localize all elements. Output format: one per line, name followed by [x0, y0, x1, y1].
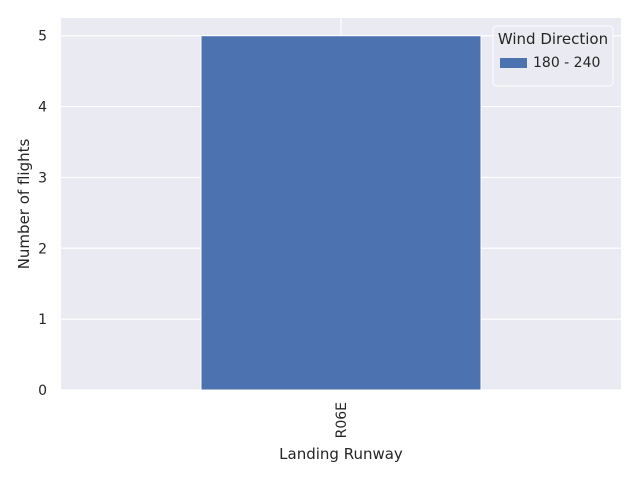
legend-entry-label: 180 - 240 [533, 55, 600, 71]
x-tick-label: R06E [334, 402, 350, 438]
legend-swatch [500, 58, 527, 68]
bars [200, 35, 482, 391]
y-axis-label: Number of flights [15, 139, 33, 270]
y-tick-label: 3 [38, 170, 47, 186]
legend-title: Wind Direction [498, 30, 608, 48]
x-axis-label: Landing Runway [279, 445, 403, 463]
y-tick-label: 0 [38, 383, 47, 399]
y-tick-label: 5 [38, 29, 47, 45]
legend: Wind Direction 180 - 240 [492, 25, 614, 87]
legend-box [492, 25, 614, 87]
y-tick-labels: 0 1 2 3 4 5 [38, 29, 47, 399]
y-tick-label: 4 [38, 100, 47, 116]
bar [200, 35, 482, 391]
y-tick-label: 1 [38, 312, 47, 328]
x-tick-labels: R06E [334, 402, 350, 438]
y-tick-label: 2 [38, 241, 47, 257]
